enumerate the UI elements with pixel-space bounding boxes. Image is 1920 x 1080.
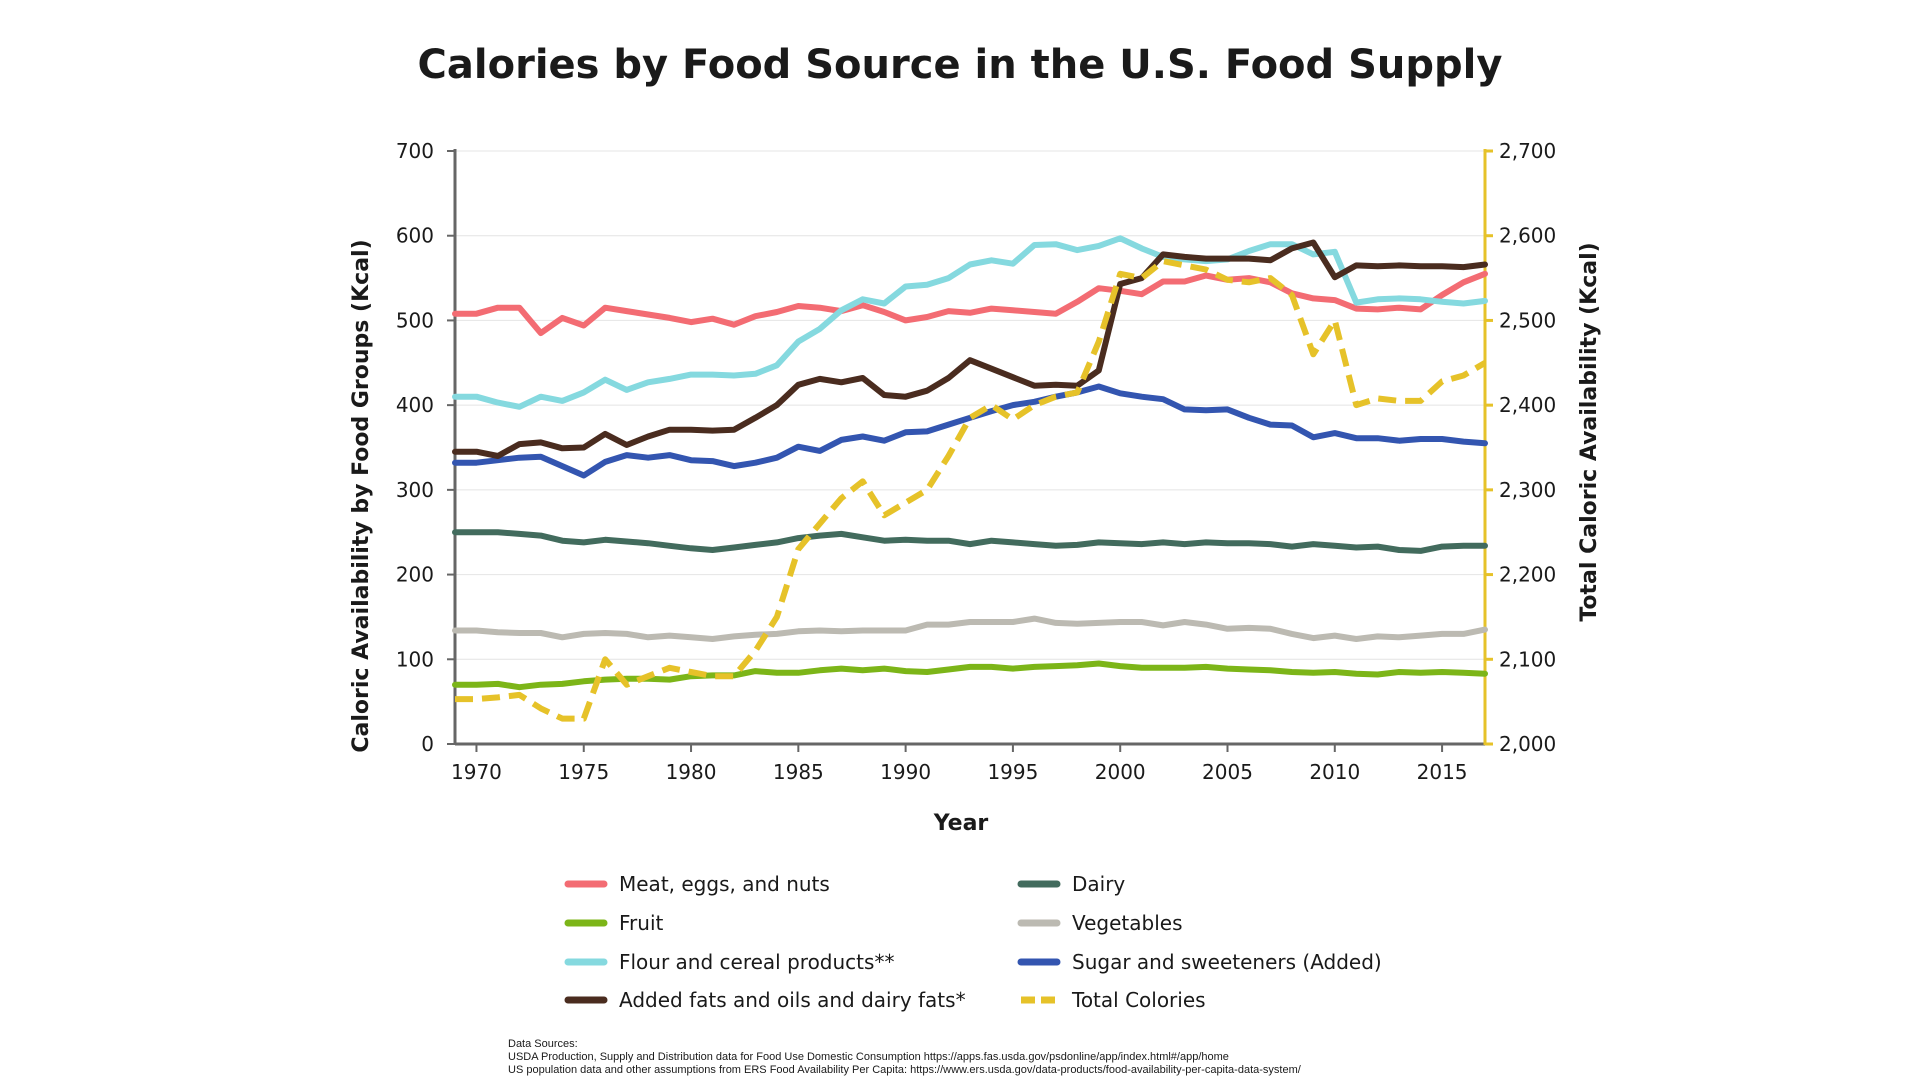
legend-label-dairy: Dairy	[1072, 872, 1125, 896]
y-tick-label: 500	[396, 308, 434, 332]
x-axis-title: Year	[933, 811, 989, 836]
y-tick-label: 300	[396, 478, 434, 502]
y2-tick-label: 2,300	[1499, 478, 1556, 502]
legend-label-vegetables: Vegetables	[1072, 911, 1183, 935]
legend-label-added-fats-and-oils-and-dairy-fats: Added fats and oils and dairy fats*	[619, 988, 966, 1012]
x-tick-label: 1980	[666, 760, 717, 784]
x-tick-label: 2015	[1417, 760, 1468, 784]
series-line-sugar-and-sweeteners-added	[452, 383, 1488, 479]
y-tick-label: 700	[396, 139, 434, 163]
series-line-flour-and-cereal-products	[452, 235, 1488, 410]
y2-tick-label: 2,400	[1499, 393, 1556, 417]
data-sources-line-2: US population data and other assumptions…	[508, 1064, 1301, 1076]
series-line-dairy	[452, 529, 1488, 554]
y-tick-label: 600	[396, 224, 434, 248]
y2-tick-label: 2,700	[1499, 139, 1556, 163]
legend-label-sugar-and-sweeteners-added: Sugar and sweeteners (Added)	[1072, 950, 1382, 974]
chart-series	[452, 235, 1488, 722]
series-line-vegetables	[452, 615, 1488, 642]
data-sources-heading: Data Sources:	[508, 1038, 578, 1050]
series-line-added-fats-and-oils-and-dairy-fats	[452, 239, 1488, 459]
x-tick-label: 2000	[1095, 760, 1146, 784]
legend: Meat, eggs, and nuts Dairy Fruit Vegetables…	[564, 872, 1382, 1012]
x-tick-label: 1970	[451, 760, 502, 784]
data-sources-line-1: USDA Production, Supply and Distribution…	[508, 1051, 1229, 1063]
y-tick-label: 200	[396, 563, 434, 587]
y2-axis-title: Total Caloric Availability (Kcal)	[1577, 242, 1602, 621]
x-tick-label: 1995	[987, 760, 1038, 784]
series-line-meat-eggs-and-nuts	[452, 270, 1488, 337]
legend-label-meat-eggs-and-nuts: Meat, eggs, and nuts	[619, 872, 830, 896]
y2-tick-label: 2,600	[1499, 224, 1556, 248]
y-tick-label: 100	[396, 647, 434, 671]
chart-axes	[447, 149, 1493, 752]
series-line-fruit	[452, 660, 1488, 691]
x-tick-label: 2005	[1202, 760, 1253, 784]
series-line-total-colories	[455, 258, 1487, 722]
y2-tick-label: 2,000	[1499, 732, 1556, 756]
y2-tick-label: 2,200	[1499, 563, 1556, 587]
y-tick-label: 0	[421, 732, 434, 756]
y-tick-label: 400	[396, 393, 434, 417]
legend-label-flour-and-cereal-products: Flour and cereal products**	[619, 950, 894, 974]
data-sources: Data Sources: USDA Production, Supply an…	[508, 1038, 1301, 1077]
y2-tick-label: 2,500	[1499, 308, 1556, 332]
x-tick-label: 2010	[1309, 760, 1360, 784]
x-tick-label: 1975	[558, 760, 609, 784]
chart-title: Calories by Food Source in the U.S. Food…	[417, 42, 1503, 88]
y2-tick-label: 2,100	[1499, 647, 1556, 671]
x-tick-label: 1990	[880, 760, 931, 784]
legend-label-total-colories: Total Colories	[1071, 988, 1206, 1012]
legend-label-fruit: Fruit	[619, 911, 664, 935]
x-tick-label: 1985	[773, 760, 824, 784]
grid-lines	[455, 150, 1485, 660]
y-axis-title: Caloric Availability by Food Groups (Kca…	[349, 239, 374, 752]
tick-labels: 0 100 200 300 400 500 600 700 2,000 2,100 2,200 2,3…	[396, 139, 1556, 784]
